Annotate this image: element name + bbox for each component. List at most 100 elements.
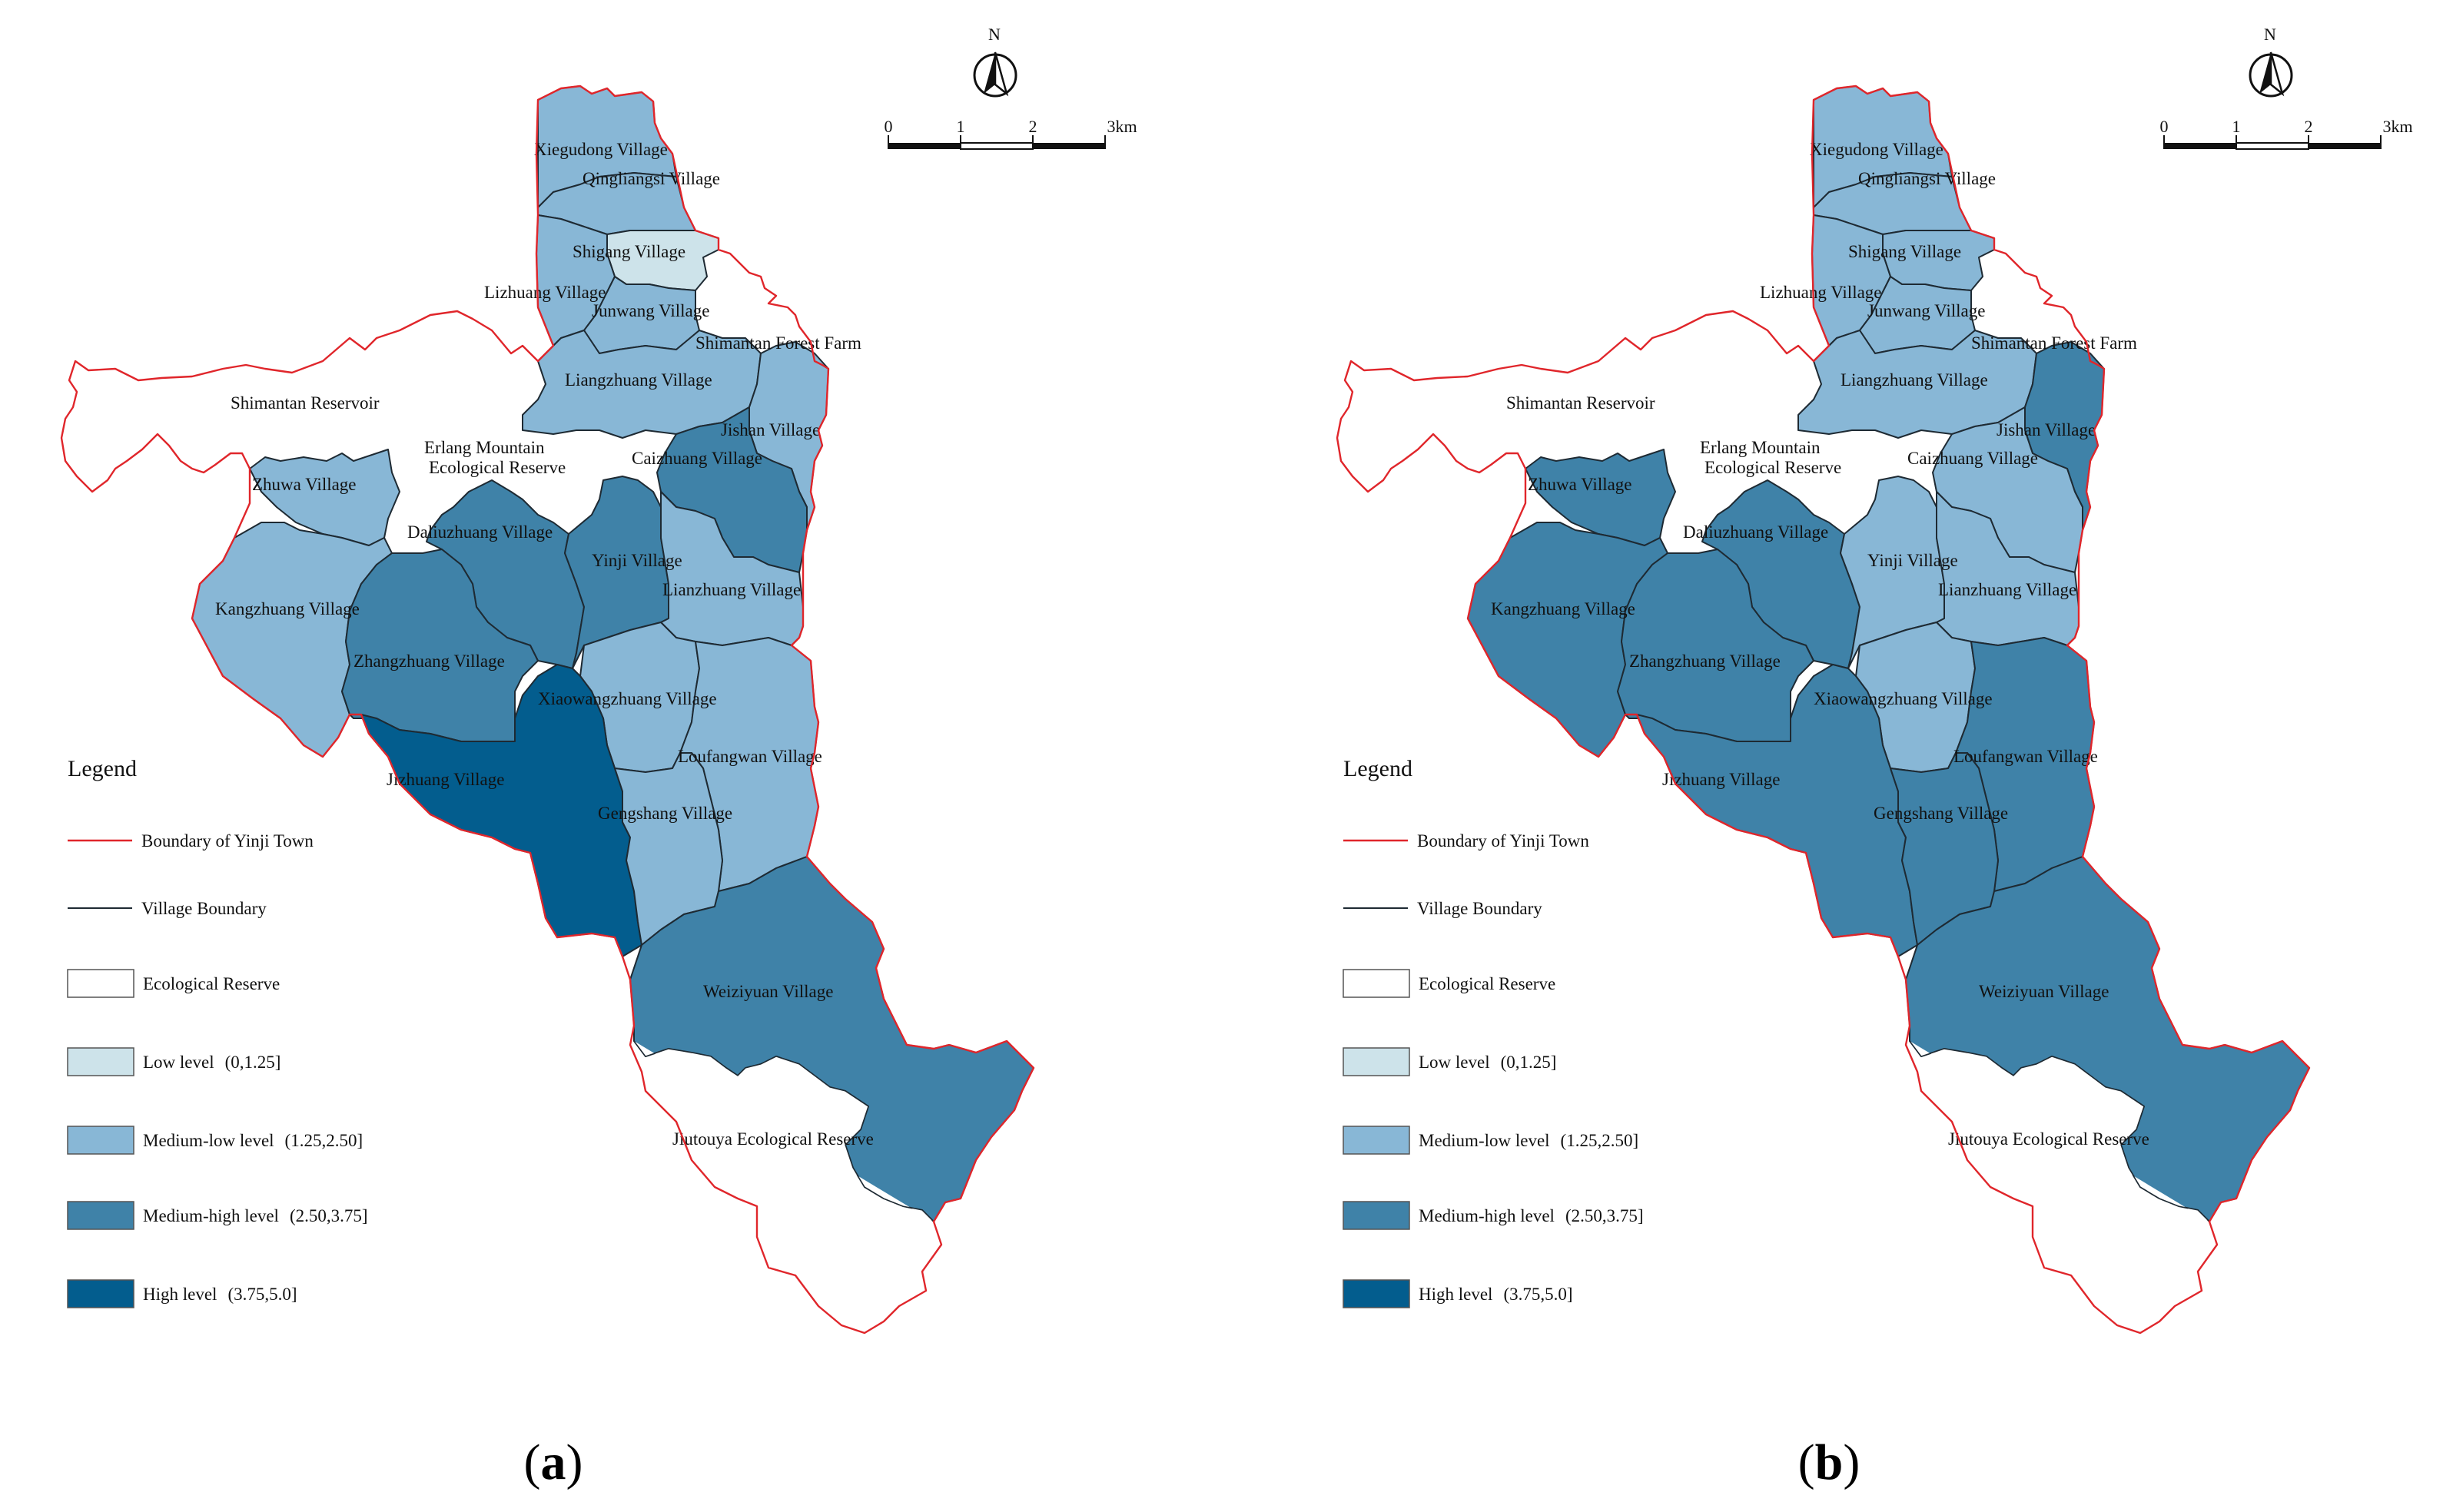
label-shimantan-forest-b: Shimantan Forest Farm [1971, 333, 2137, 353]
north-label-b: N [2264, 25, 2276, 44]
legend-label-village-b: Village Boundary [1417, 899, 1542, 918]
legend-b: Legend Boundary of Yinji Town Village Bo… [1343, 756, 1644, 1308]
label-daliuzhuang-b: Daliuzhuang Village [1683, 522, 1828, 542]
legend-label-medium-low-a: Medium-low level (1.25,2.50] [143, 1131, 363, 1150]
legend-label-eco-a: Ecological Reserve [143, 974, 280, 993]
label-kangzhuang-a: Kangzhuang Village [215, 599, 360, 618]
scale-tick-1-a: 1 [957, 117, 965, 136]
label-zhuwa-a: Zhuwa Village [252, 475, 357, 494]
label-erlang-2-a: Ecological Reserve [429, 458, 566, 477]
legend-label-high-b: High level (3.75,5.0] [1419, 1285, 1573, 1304]
label-shigang-b: Shigang Village [1848, 242, 1961, 261]
label-daliuzhuang-a: Daliuzhuang Village [407, 522, 553, 542]
north-label-a: N [988, 25, 1001, 44]
map-panel-b: Xiegudong Village Qingliangsi Village Sh… [1336, 25, 2413, 1335]
panel-label-b: (b) [1798, 1434, 1860, 1490]
legend-swatch-high-b [1343, 1279, 1410, 1308]
label-zhangzhuang-b: Zhangzhuang Village [1629, 652, 1781, 671]
legend-swatch-eco-b [1343, 969, 1410, 998]
label-liangzhuang-a: Liangzhuang Village [565, 370, 712, 390]
legend-a: Legend Boundary of Yinji Town Village Bo… [67, 756, 368, 1308]
label-yinji-a: Yinji Village [592, 551, 682, 570]
legend-swatch-high-a [67, 1279, 134, 1308]
legend-swatch-medium-high-b [1343, 1201, 1410, 1230]
legend-label-high-a: High level (3.75,5.0] [143, 1285, 297, 1304]
label-erlang-2-b: Ecological Reserve [1704, 458, 1841, 477]
label-jishan-b: Jishan Village [1997, 420, 2096, 439]
region-zhuwa-a [249, 449, 400, 546]
label-zhangzhuang-a: Zhangzhuang Village [354, 652, 505, 671]
label-loufangwan-a: Loufangwan Village [678, 747, 822, 766]
label-lizhuang-b: Lizhuang Village [1760, 283, 1882, 302]
label-weiziyuan-a: Weiziyuan Village [703, 982, 833, 1001]
label-xiegudong-b: Xiegudong Village [1810, 140, 1943, 159]
label-erlang-1-b: Erlang Mountain [1700, 438, 1821, 457]
legend-swatch-medium-low-b [1343, 1126, 1410, 1155]
scale-tick-0-a: 0 [885, 117, 893, 136]
legend-swatch-medium-low-a [67, 1126, 134, 1155]
label-caizhuang-b: Caizhuang Village [1907, 449, 2038, 468]
label-shigang-a: Shigang Village [573, 242, 685, 261]
label-lianzhuang-a: Lianzhuang Village [662, 580, 801, 599]
legend-label-eco-b: Ecological Reserve [1419, 974, 1555, 993]
label-lizhuang-a: Lizhuang Village [484, 283, 606, 302]
north-arrow-icon-b: N [2249, 25, 2293, 98]
map-panel-a: Xiegudong Village Qingliangsi Village Sh… [60, 25, 1137, 1335]
label-shimantan-reservoir-a: Shimantan Reservoir [231, 393, 380, 413]
legend-title-a: Legend [68, 756, 137, 781]
label-yinji-b: Yinji Village [1867, 551, 1958, 570]
legend-swatch-eco-a [67, 969, 134, 998]
jiutouya-reserve-edge-a [633, 1040, 934, 1222]
label-qingliangsi-a: Qingliangsi Village [583, 169, 720, 188]
legend-label-medium-low-b: Medium-low level (1.25,2.50] [1419, 1131, 1638, 1150]
scale-tick-3-b: 3km [2382, 117, 2412, 136]
region-zhangzhuang-a [341, 549, 539, 742]
label-lianzhuang-b: Lianzhuang Village [1938, 580, 2076, 599]
legend-label-boundary-b: Boundary of Yinji Town [1417, 831, 1589, 850]
label-xiaowangzhuang-b: Xiaowangzhuang Village [1814, 689, 1993, 708]
north-arrow-icon-a: N [973, 25, 1017, 98]
panel-label-a: (a) [524, 1434, 583, 1490]
scale-tick-3-a: 3km [1107, 117, 1137, 136]
legend-label-boundary-a: Boundary of Yinji Town [141, 831, 314, 850]
label-shimantan-forest-a: Shimantan Forest Farm [695, 333, 861, 353]
label-jishan-a: Jishan Village [721, 420, 820, 439]
legend-label-low-b: Low level (0,1.25] [1419, 1053, 1556, 1072]
legend-swatch-medium-high-a [67, 1201, 134, 1230]
legend-title-b: Legend [1343, 756, 1412, 781]
label-shimantan-reservoir-b: Shimantan Reservoir [1506, 393, 1655, 413]
town-boundary-b [1336, 85, 2311, 1335]
region-zhangzhuang-b [1617, 549, 1814, 742]
scale-bar-a: 0 1 2 3km [885, 117, 1137, 150]
label-jizhuang-b: Jizhuang Village [1662, 770, 1780, 789]
label-erlang-1-a: Erlang Mountain [424, 438, 545, 457]
label-loufangwan-b: Loufangwan Village [1953, 747, 2098, 766]
jiutouya-reserve-edge-b [1909, 1040, 2210, 1222]
label-jiutouya-a: Jiutouya Ecological Reserve [672, 1129, 874, 1149]
scale-tick-2-a: 2 [1029, 117, 1037, 136]
label-jizhuang-a: Jizhuang Village [387, 770, 504, 789]
label-liangzhuang-b: Liangzhuang Village [1841, 370, 1988, 390]
label-gengshang-a: Gengshang Village [598, 804, 732, 823]
scale-tick-1-b: 1 [2232, 117, 2241, 136]
legend-label-low-a: Low level (0,1.25] [143, 1053, 280, 1072]
label-caizhuang-a: Caizhuang Village [632, 449, 762, 468]
label-xiaowangzhuang-a: Xiaowangzhuang Village [538, 689, 717, 708]
legend-label-medium-high-b: Medium-high level (2.50,3.75] [1419, 1206, 1644, 1225]
label-xiegudong-a: Xiegudong Village [534, 140, 668, 159]
label-junwang-b: Junwang Village [1867, 301, 1985, 320]
scale-tick-2-b: 2 [2305, 117, 2313, 136]
legend-label-medium-high-a: Medium-high level (2.50,3.75] [143, 1206, 368, 1225]
label-junwang-a: Junwang Village [592, 301, 709, 320]
label-zhuwa-b: Zhuwa Village [1528, 475, 1632, 494]
scale-bar-b: 0 1 2 3km [2160, 117, 2413, 150]
legend-swatch-low-a [67, 1047, 134, 1076]
legend-swatch-low-b [1343, 1047, 1410, 1076]
town-boundary-a [60, 85, 1035, 1335]
scale-tick-0-b: 0 [2160, 117, 2169, 136]
label-jiutouya-b: Jiutouya Ecological Reserve [1948, 1129, 2149, 1149]
label-weiziyuan-b: Weiziyuan Village [1979, 982, 2109, 1001]
region-zhuwa-b [1525, 449, 1676, 546]
legend-label-village-a: Village Boundary [141, 899, 267, 918]
